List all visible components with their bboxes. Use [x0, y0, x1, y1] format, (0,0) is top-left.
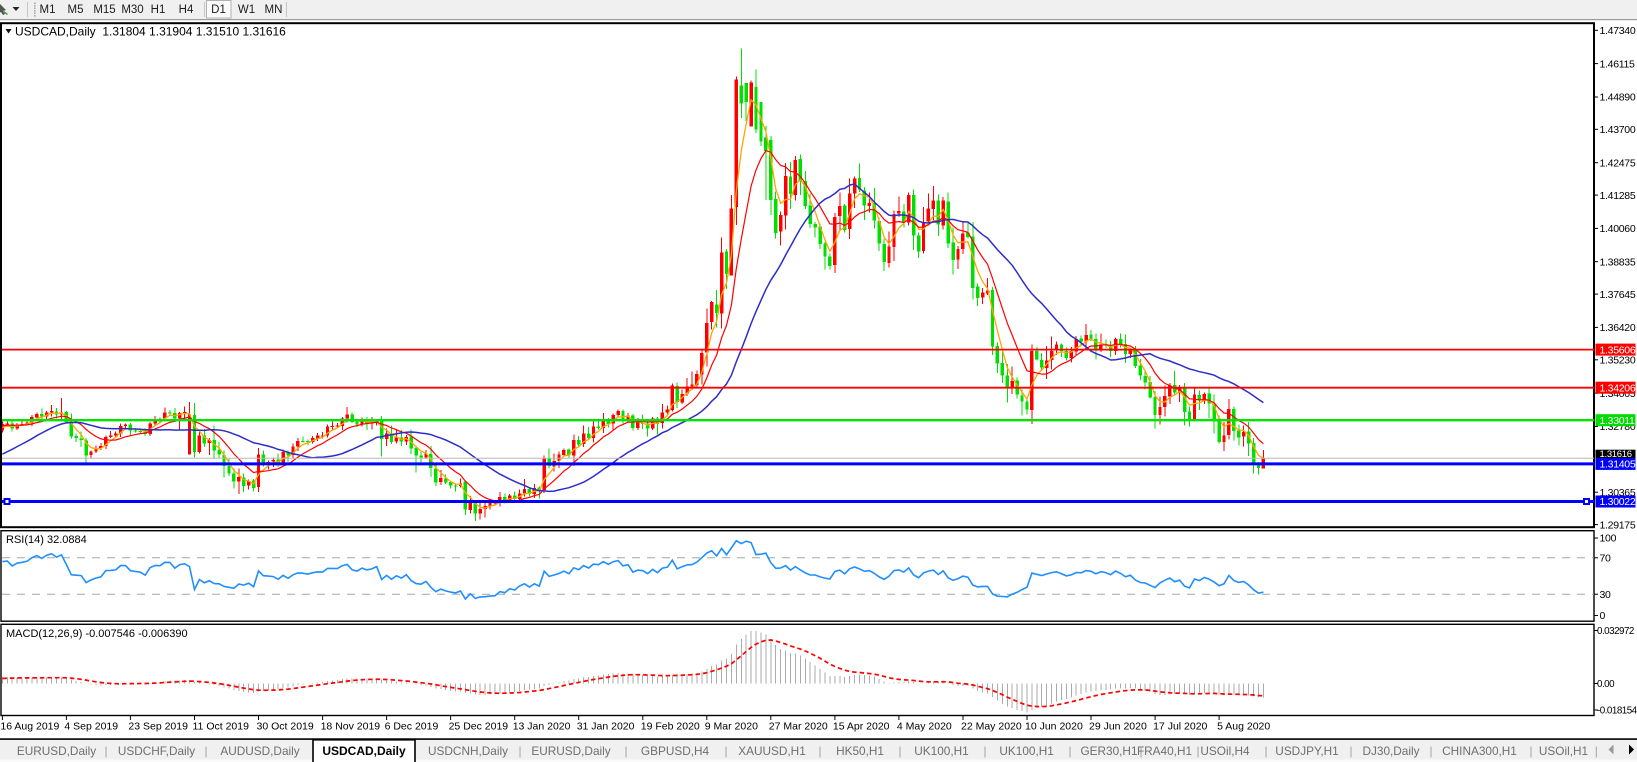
svg-text:MN: MN: [265, 4, 283, 16]
svg-text:1.46115: 1.46115: [1600, 58, 1636, 70]
svg-text:|: |: [1595, 744, 1598, 758]
svg-text:XAUUSD,H1: XAUUSD,H1: [738, 744, 806, 758]
svg-text:1.31405: 1.31405: [1600, 459, 1636, 471]
svg-text:EURUSD,Daily: EURUSD,Daily: [17, 744, 96, 758]
svg-text:|: |: [898, 744, 901, 758]
svg-text:17 Jul 2020: 17 Jul 2020: [1153, 721, 1207, 733]
svg-text:UK100,H1: UK100,H1: [999, 744, 1053, 758]
svg-text:16 Aug 2019: 16 Aug 2019: [0, 721, 59, 733]
svg-text:M30: M30: [121, 4, 143, 16]
svg-text:HK50,H1: HK50,H1: [836, 744, 884, 758]
svg-text:15 Apr 2020: 15 Apr 2020: [833, 721, 890, 733]
svg-text:|: |: [1139, 744, 1142, 758]
svg-text:1.40060: 1.40060: [1600, 223, 1636, 235]
svg-text:|: |: [1068, 744, 1071, 758]
svg-text:USDCNH,Daily: USDCNH,Daily: [428, 744, 508, 758]
svg-text:1.47340: 1.47340: [1600, 25, 1636, 37]
svg-text:USOil,H1: USOil,H1: [1539, 744, 1588, 758]
svg-text:19 Feb 2020: 19 Feb 2020: [641, 721, 700, 733]
svg-text:MACD(12,26,9) -0.007546 -0.006: MACD(12,26,9) -0.007546 -0.006390: [6, 628, 188, 640]
svg-text:1.37645: 1.37645: [1600, 289, 1636, 301]
svg-text:CHINA300,H1: CHINA300,H1: [1442, 744, 1517, 758]
svg-text:1.36420: 1.36420: [1600, 322, 1636, 334]
svg-text:M15: M15: [93, 4, 115, 16]
svg-text:1.44890: 1.44890: [1600, 92, 1636, 104]
svg-text:1.35606: 1.35606: [1600, 344, 1636, 356]
svg-text:1.30022: 1.30022: [1600, 496, 1636, 508]
svg-text:|: |: [624, 744, 627, 758]
svg-text:|: |: [1264, 744, 1267, 758]
svg-text:|: |: [818, 744, 821, 758]
svg-text:EURUSD,Daily: EURUSD,Daily: [531, 744, 610, 758]
svg-text:DJ30,Daily: DJ30,Daily: [1362, 744, 1419, 758]
svg-text:RSI(14) 32.0884: RSI(14) 32.0884: [6, 534, 87, 546]
svg-text:USDCAD,Daily: USDCAD,Daily: [322, 744, 406, 758]
svg-text:W1: W1: [238, 4, 255, 16]
svg-text:AUDUSD,Daily: AUDUSD,Daily: [220, 744, 299, 758]
svg-text:|: |: [1349, 744, 1352, 758]
svg-text:4 May 2020: 4 May 2020: [897, 721, 952, 733]
svg-text:USDCAD,Daily 1.31804 1.31904: USDCAD,Daily 1.31804 1.31904 1.31510 1.3…: [15, 25, 286, 39]
svg-text:USDJPY,H1: USDJPY,H1: [1275, 744, 1338, 758]
svg-text:1.35230: 1.35230: [1600, 355, 1636, 367]
svg-text:GBPUSD,H4: GBPUSD,H4: [641, 744, 710, 758]
svg-text:31 Jan 2020: 31 Jan 2020: [577, 721, 635, 733]
svg-text:1.29175: 1.29175: [1600, 519, 1636, 531]
svg-text:M1: M1: [40, 4, 56, 16]
svg-text:29 Jun 2020: 29 Jun 2020: [1089, 721, 1147, 733]
svg-text:5 Aug 2020: 5 Aug 2020: [1217, 721, 1270, 733]
svg-text:GER30,H1: GER30,H1: [1080, 744, 1137, 758]
svg-text:10 Jun 2020: 10 Jun 2020: [1025, 721, 1083, 733]
svg-text:30: 30: [1600, 589, 1612, 601]
svg-text:|: |: [724, 744, 727, 758]
svg-text:1.41285: 1.41285: [1600, 190, 1636, 202]
svg-text:70: 70: [1600, 553, 1612, 565]
svg-text:100: 100: [1600, 533, 1617, 545]
svg-text:H4: H4: [179, 4, 194, 16]
svg-text:M5: M5: [68, 4, 84, 16]
svg-text:0.032972: 0.032972: [1597, 626, 1634, 637]
svg-text:11 Oct 2019: 11 Oct 2019: [193, 721, 250, 733]
svg-text:H1: H1: [151, 4, 166, 16]
svg-text:FRA40,H1: FRA40,H1: [1137, 744, 1192, 758]
svg-text:6 Dec 2019: 6 Dec 2019: [385, 721, 439, 733]
svg-text:0.00: 0.00: [1597, 679, 1615, 690]
svg-text:|: |: [1429, 744, 1432, 758]
svg-text:USOil,H4: USOil,H4: [1200, 744, 1250, 758]
svg-text:1.42475: 1.42475: [1600, 157, 1636, 169]
svg-text:|: |: [204, 744, 207, 758]
svg-text:|: |: [983, 744, 986, 758]
svg-text:0: 0: [1600, 610, 1606, 622]
svg-text:30 Oct 2019: 30 Oct 2019: [257, 721, 314, 733]
svg-text:|: |: [104, 744, 107, 758]
svg-text:1.31616: 1.31616: [1600, 449, 1632, 460]
svg-text:1.43700: 1.43700: [1600, 124, 1636, 136]
svg-text:13 Jan 2020: 13 Jan 2020: [513, 721, 571, 733]
svg-text:D1: D1: [211, 4, 226, 16]
svg-text:1.38835: 1.38835: [1600, 256, 1636, 268]
svg-text:|: |: [1196, 744, 1199, 758]
svg-text:|: |: [518, 744, 521, 758]
svg-text:25 Dec 2019: 25 Dec 2019: [449, 721, 509, 733]
svg-text:18 Nov 2019: 18 Nov 2019: [321, 721, 381, 733]
svg-text:USDCHF,Daily: USDCHF,Daily: [118, 744, 195, 758]
svg-text:1.34206: 1.34206: [1600, 382, 1636, 394]
svg-text:-0.018154: -0.018154: [1597, 706, 1637, 717]
svg-text:23 Sep 2019: 23 Sep 2019: [128, 721, 188, 733]
svg-text:|: |: [1529, 744, 1532, 758]
svg-text:22 May 2020: 22 May 2020: [961, 721, 1022, 733]
svg-text:4 Sep 2019: 4 Sep 2019: [64, 721, 118, 733]
svg-text:UK100,H1: UK100,H1: [914, 744, 968, 758]
svg-text:1.33011: 1.33011: [1600, 415, 1636, 427]
svg-text:9 Mar 2020: 9 Mar 2020: [705, 721, 758, 733]
svg-text:27 Mar 2020: 27 Mar 2020: [769, 721, 828, 733]
